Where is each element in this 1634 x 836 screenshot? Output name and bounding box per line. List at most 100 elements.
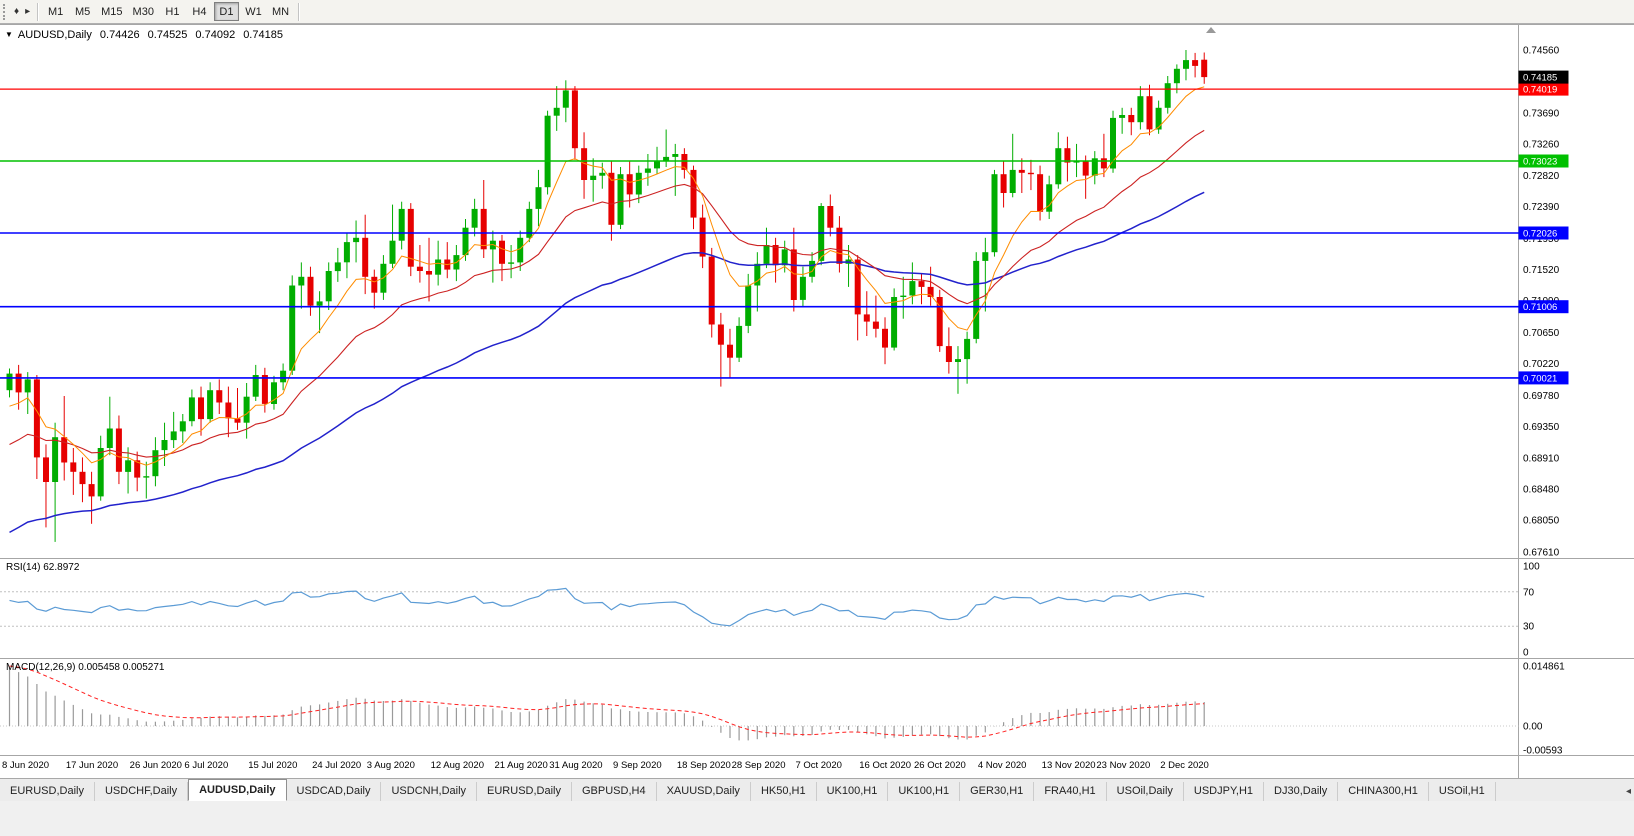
tab-usdcnh-daily[interactable]: USDCNH,Daily — [381, 782, 478, 801]
price-axis-tick: 0.71950 — [1523, 234, 1560, 245]
tab-xauusd-daily[interactable]: XAUUSD,Daily — [657, 782, 751, 801]
chart-shift-marker-icon[interactable] — [1206, 27, 1216, 33]
tab-uk100-h1[interactable]: UK100,H1 — [888, 782, 961, 801]
date-axis-label: 18 Sep 2020 — [677, 760, 731, 771]
date-axis-label: 4 Nov 2020 — [978, 760, 1027, 771]
timeframe-button-m1[interactable]: M1 — [48, 6, 64, 18]
rsi-axis-tick: 30 — [1523, 622, 1535, 633]
chart-symbol-period: AUDUSD,Daily — [17, 29, 92, 41]
symbols-icon[interactable]: ♦ — [14, 5, 20, 17]
date-axis-label: 24 Jul 2020 — [312, 760, 361, 771]
tab-audusd-daily[interactable]: AUDUSD,Daily — [188, 779, 287, 801]
level-price-label: 0.73023 — [1523, 157, 1557, 168]
tab-usdcad-daily[interactable]: USDCAD,Daily — [287, 782, 382, 801]
tabs-scroll-left-icon[interactable]: ◂ — [1625, 786, 1631, 797]
level-price-label: 0.70021 — [1523, 373, 1557, 384]
tab-hk50-h1[interactable]: HK50,H1 — [751, 782, 817, 801]
macd-axis-tick: -0.00593 — [1523, 746, 1563, 757]
macd-axis-tick: 0.014861 — [1523, 662, 1565, 673]
date-axis-label: 9 Sep 2020 — [613, 760, 662, 771]
price-axis-tick: 0.71520 — [1523, 265, 1560, 276]
ohlc-open: 0.74426 — [99, 29, 140, 41]
rsi-line — [9, 587, 1205, 627]
timeframe-button-h4[interactable]: H4 — [192, 6, 207, 18]
date-axis-label: 21 Aug 2020 — [494, 760, 547, 771]
ma_slow-line — [9, 191, 1205, 534]
date-axis-label: 26 Oct 2020 — [914, 760, 966, 771]
price-axis-tick: 0.73260 — [1523, 139, 1560, 150]
timeframe-button-h1[interactable]: H1 — [165, 6, 180, 18]
price-axis-tick: 0.73690 — [1523, 108, 1560, 119]
candlestick-series[interactable] — [6, 50, 1208, 542]
ohlc-close: 0.74185 — [243, 29, 283, 41]
tab-usoil-h1[interactable]: USOil,H1 — [1429, 782, 1496, 801]
toolbar-expand-icon[interactable]: ▸ — [25, 5, 31, 17]
chart-tabs: EURUSD,Daily USDCHF,Daily AUDUSD,Daily USDC… — [0, 779, 1614, 801]
current-price-label: 0.74185 — [1523, 73, 1557, 84]
date-axis-label: 12 Aug 2020 — [431, 760, 484, 771]
toolbar-separator — [298, 2, 300, 21]
tab-usdjpy-h1[interactable]: USDJPY,H1 — [1184, 782, 1265, 801]
status-strip — [0, 801, 1634, 836]
tab-dj30-daily[interactable]: DJ30,Daily — [1264, 782, 1339, 801]
price-axis-tick: 0.70220 — [1523, 359, 1560, 370]
price-axis-tick: 0.72390 — [1523, 202, 1560, 213]
level-price-label: 0.71006 — [1523, 302, 1557, 313]
tab-ger30-h1[interactable]: GER30,H1 — [960, 782, 1035, 801]
level-price-label: 0.74019 — [1523, 85, 1557, 96]
current-price-box — [1518, 70, 1569, 84]
macd-signal-line — [9, 665, 1205, 738]
collapse-triangle-icon[interactable]: ▼ — [5, 30, 13, 39]
tab-uk100-h1[interactable]: UK100,H1 — [817, 782, 889, 801]
ohlc-low: 0.74092 — [195, 29, 236, 41]
rsi-axis-tick: 100 — [1523, 562, 1540, 573]
rsi-indicator-label: RSI(14) 62.8972 — [6, 562, 80, 573]
date-axis-label: 15 Jul 2020 — [248, 760, 297, 771]
timeframe-button-w1[interactable]: W1 — [245, 6, 262, 18]
timeframe-button-d1[interactable]: D1 — [213, 2, 239, 21]
date-axis-label: 28 Sep 2020 — [732, 760, 786, 771]
tab-fra40-h1[interactable]: FRA40,H1 — [1034, 782, 1107, 801]
price-axis-tick: 0.67610 — [1523, 548, 1560, 559]
date-axis-label: 6 Jul 2020 — [184, 760, 228, 771]
date-axis-label: 26 Jun 2020 — [130, 760, 182, 771]
price-axis-tick: 0.68050 — [1523, 516, 1560, 527]
level-price-box — [1518, 82, 1569, 96]
price-axis-tick: 0.70650 — [1523, 328, 1560, 339]
chart-window[interactable]: 0.745600.741300.736900.732600.728200.723… — [0, 24, 1634, 778]
tab-usdchf-daily[interactable]: USDCHF,Daily — [95, 782, 189, 801]
timeframe-button-m30[interactable]: M30 — [132, 6, 154, 18]
tab-eurusd-daily[interactable]: EURUSD,Daily — [477, 782, 572, 801]
price-axis-tick: 0.72820 — [1523, 171, 1560, 182]
toolbar-grip[interactable] — [3, 3, 7, 20]
timeframe-button-m15[interactable]: M15 — [101, 6, 123, 18]
tab-eurusd-daily[interactable]: EURUSD,Daily — [0, 782, 95, 801]
price-axis-tick: 0.69780 — [1523, 391, 1560, 402]
date-axis-label: 31 Aug 2020 — [549, 760, 602, 771]
chart-header: ▼ AUDUSD,Daily 0.74426 0.74525 0.74092 0.7418… — [5, 29, 283, 41]
date-axis-label: 13 Nov 2020 — [1042, 760, 1096, 771]
tab-gbpusd-h4[interactable]: GBPUSD,H4 — [572, 782, 657, 801]
price-axis-tick: 0.69350 — [1523, 422, 1560, 433]
date-axis-label: 23 Nov 2020 — [1096, 760, 1150, 771]
date-axis-label: 7 Oct 2020 — [795, 760, 841, 771]
timeframe-button-mn[interactable]: MN — [271, 6, 290, 18]
ohlc-high: 0.74525 — [147, 29, 188, 41]
rsi-axis-tick: 0 — [1523, 648, 1529, 659]
date-axis-label: 3 Aug 2020 — [367, 760, 415, 771]
tab-china300-h1[interactable]: CHINA300,H1 — [1338, 782, 1429, 801]
date-axis-label: 8 Jun 2020 — [2, 760, 49, 771]
level-price-box — [1518, 300, 1569, 314]
macd-indicator-label: MACD(12,26,9) 0.005458 0.005271 — [6, 662, 165, 673]
timeframe-button-m5[interactable]: M5 — [75, 6, 91, 18]
level-price-box — [1518, 371, 1569, 385]
ma_mid-line — [9, 129, 1205, 458]
tab-usoil-daily[interactable]: USOil,Daily — [1107, 782, 1184, 801]
level-price-box — [1518, 226, 1569, 240]
toolbar-separator — [37, 2, 39, 21]
macd-histogram — [8, 666, 1205, 741]
price-axis-tick: 0.74560 — [1523, 46, 1560, 57]
chart-canvas[interactable]: 0.745600.741300.736900.732600.728200.723… — [0, 24, 1634, 778]
level-price-label: 0.72026 — [1523, 229, 1557, 240]
price-axis-tick: 0.68910 — [1523, 454, 1560, 465]
